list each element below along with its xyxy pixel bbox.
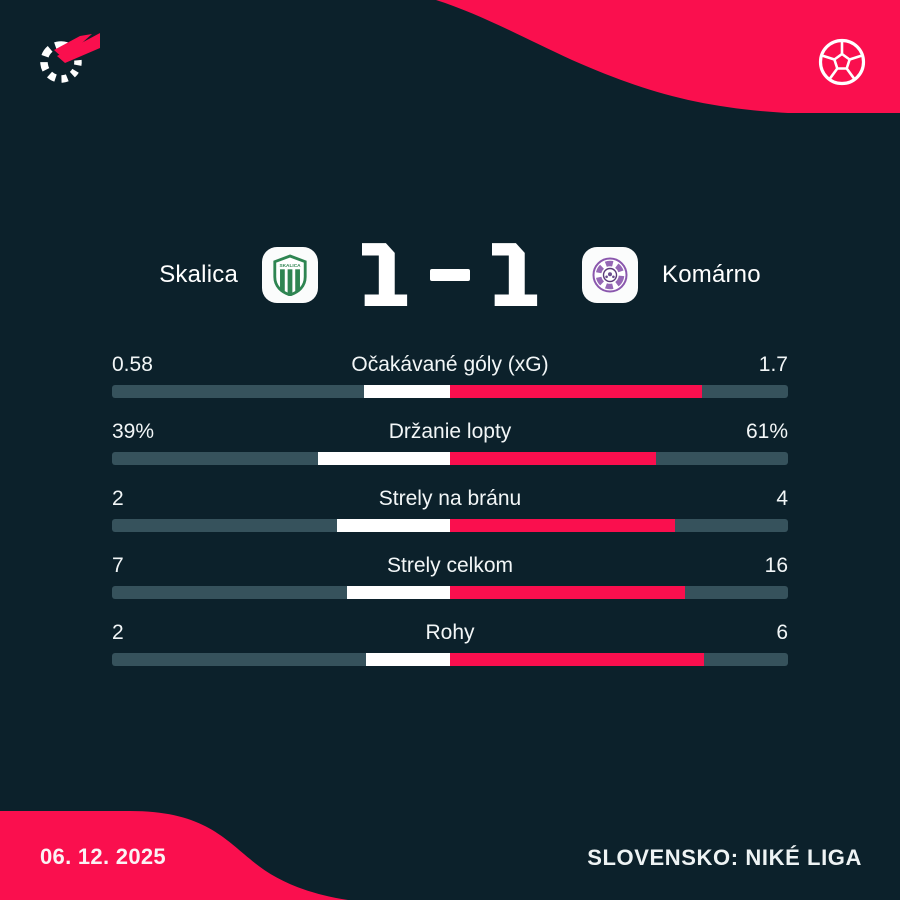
away-score — [492, 243, 538, 307]
stat-row: 39% Držanie lopty 61% — [112, 419, 788, 465]
komarno-crest-icon — [592, 257, 628, 293]
match-date: 06. 12. 2025 — [40, 844, 166, 869]
stat-home-value: 39% — [112, 420, 155, 443]
stat-label: Strely na bránu — [378, 487, 522, 510]
stat-away-value: 1.7 — [758, 353, 788, 376]
stat-labels: 7 Strely celkom 16 — [112, 553, 788, 579]
flashscore-logo-icon — [40, 33, 100, 83]
home-team-crest: SKALICA — [262, 247, 318, 303]
stat-bar-track — [112, 586, 788, 599]
home-team-name: Skalica — [159, 261, 238, 288]
svg-text:SKALICA: SKALICA — [279, 263, 301, 269]
footer-pink-swoosh — [0, 811, 348, 900]
stat-bar-track — [112, 653, 788, 666]
away-team-crest — [582, 247, 638, 303]
stat-label: Držanie lopty — [388, 420, 512, 443]
stat-away-value: 61% — [745, 420, 788, 443]
stat-home-value: 0.58 — [112, 353, 153, 376]
stat-bar-home-fill — [337, 519, 450, 532]
skalica-crest-icon: SKALICA — [273, 254, 307, 296]
stat-bar-away-fill — [450, 385, 703, 398]
stat-bar-track — [112, 519, 788, 532]
stat-row: 0.58 Očakávané góly (xG) 1.7 — [112, 352, 788, 398]
stat-row: 2 Strely na bránu 4 — [112, 486, 788, 532]
stat-label: Rohy — [425, 621, 475, 644]
stat-row: 7 Strely celkom 16 — [112, 553, 788, 599]
match-header: Skalica SKALICA — [0, 243, 900, 307]
stat-away-value: 6 — [776, 621, 788, 644]
stats-list: 0.58 Očakávané góly (xG) 1.7 39% Držanie… — [112, 352, 788, 687]
stat-labels: 2 Rohy 6 — [112, 620, 788, 646]
stat-labels: 39% Držanie lopty 61% — [112, 419, 788, 445]
stat-labels: 0.58 Očakávané góly (xG) 1.7 — [112, 352, 788, 378]
score-separator-dash — [430, 269, 470, 281]
stat-bar-away-fill — [450, 586, 686, 599]
away-team-name: Komárno — [662, 261, 761, 288]
stat-bar-away-fill — [450, 452, 657, 465]
stat-label: Očakávané góly (xG) — [351, 353, 549, 376]
stat-bar-home-fill — [347, 586, 450, 599]
stat-bar-away-fill — [450, 653, 704, 666]
stat-bar-home-fill — [364, 385, 450, 398]
stat-bar-track — [112, 385, 788, 398]
stat-home-value: 7 — [112, 554, 124, 577]
stat-home-value: 2 — [112, 621, 124, 644]
stat-away-value: 16 — [764, 554, 788, 577]
stat-bar-home-fill — [318, 452, 450, 465]
stat-bar-away-fill — [450, 519, 676, 532]
header-pink-swoosh — [436, 0, 900, 113]
stat-bar-track — [112, 452, 788, 465]
stat-away-value: 4 — [776, 487, 788, 510]
stat-label: Strely celkom — [386, 554, 514, 577]
soccer-ball-icon — [818, 38, 866, 86]
home-score — [362, 243, 408, 307]
stat-home-value: 2 — [112, 487, 124, 510]
stat-bar-home-fill — [365, 653, 450, 666]
scoreboard — [342, 243, 558, 307]
league-name: SLOVENSKO: NIKÉ LIGA — [587, 845, 862, 870]
stat-labels: 2 Strely na bránu 4 — [112, 486, 788, 512]
stat-row: 2 Rohy 6 — [112, 620, 788, 666]
